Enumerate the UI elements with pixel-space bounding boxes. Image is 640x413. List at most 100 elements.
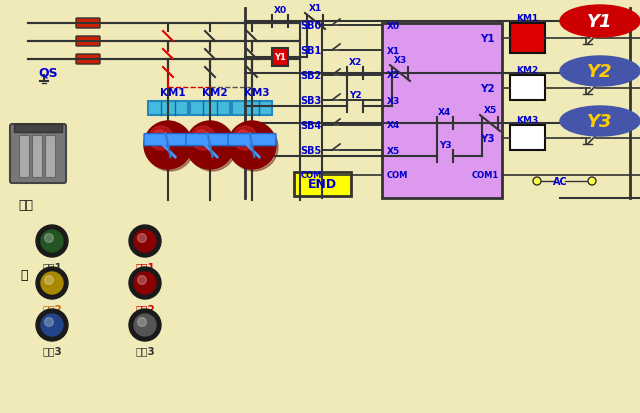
Text: Y2: Y2 <box>349 91 362 100</box>
Text: Y1: Y1 <box>588 13 612 31</box>
Text: FR1: FR1 <box>584 24 604 33</box>
Circle shape <box>36 225 68 257</box>
Circle shape <box>45 234 53 243</box>
Circle shape <box>188 124 236 171</box>
Text: SB3: SB3 <box>301 96 322 106</box>
Text: 🔥: 🔥 <box>20 268 28 281</box>
Text: 停止1: 停止1 <box>135 261 155 271</box>
Text: KM3: KM3 <box>516 116 539 125</box>
FancyBboxPatch shape <box>186 134 234 146</box>
FancyBboxPatch shape <box>76 55 100 65</box>
Text: X0: X0 <box>387 21 400 31</box>
Text: X3: X3 <box>394 56 406 65</box>
Text: X0: X0 <box>273 6 287 15</box>
FancyBboxPatch shape <box>76 37 100 47</box>
FancyBboxPatch shape <box>382 24 502 199</box>
Ellipse shape <box>560 57 640 87</box>
Text: 启动2: 启动2 <box>42 303 62 313</box>
Circle shape <box>228 122 276 170</box>
Text: KM2: KM2 <box>202 88 228 98</box>
Circle shape <box>233 127 257 151</box>
Circle shape <box>230 124 278 171</box>
Circle shape <box>134 272 156 294</box>
Text: Y3: Y3 <box>588 113 612 131</box>
Text: X2: X2 <box>348 58 362 67</box>
Circle shape <box>41 230 63 252</box>
FancyBboxPatch shape <box>10 125 66 183</box>
Circle shape <box>41 272 63 294</box>
Circle shape <box>153 131 165 142</box>
Circle shape <box>45 276 53 285</box>
Text: KM3: KM3 <box>244 88 269 98</box>
Circle shape <box>36 309 68 341</box>
Text: FR2: FR2 <box>584 74 604 82</box>
Text: 启动3: 启动3 <box>42 345 62 355</box>
Text: KM1: KM1 <box>516 14 539 22</box>
Circle shape <box>588 178 596 185</box>
FancyBboxPatch shape <box>148 102 188 116</box>
Text: SB0: SB0 <box>301 21 322 31</box>
Text: X1: X1 <box>308 4 322 13</box>
Text: SB5: SB5 <box>301 146 322 156</box>
Circle shape <box>144 122 192 170</box>
Text: 停止2: 停止2 <box>135 303 155 313</box>
Circle shape <box>129 309 161 341</box>
Text: 启动1: 启动1 <box>42 261 62 271</box>
FancyBboxPatch shape <box>510 76 545 101</box>
Text: 停止3: 停止3 <box>135 345 155 355</box>
FancyBboxPatch shape <box>190 102 230 116</box>
Circle shape <box>533 178 541 185</box>
FancyBboxPatch shape <box>228 134 276 146</box>
Circle shape <box>191 127 215 151</box>
Text: X5: X5 <box>483 106 497 115</box>
Circle shape <box>134 314 156 336</box>
Text: X2: X2 <box>387 71 400 80</box>
FancyBboxPatch shape <box>14 125 62 133</box>
Text: COM: COM <box>301 171 322 180</box>
FancyBboxPatch shape <box>510 24 545 53</box>
Ellipse shape <box>560 6 640 38</box>
Circle shape <box>138 234 147 243</box>
Text: X3: X3 <box>387 96 400 105</box>
Circle shape <box>45 318 53 327</box>
FancyBboxPatch shape <box>232 102 272 116</box>
Text: QS: QS <box>38 66 58 79</box>
Text: Y2: Y2 <box>588 63 612 81</box>
Text: X5: X5 <box>387 146 400 155</box>
FancyBboxPatch shape <box>510 126 545 151</box>
Circle shape <box>138 318 147 327</box>
Text: X4: X4 <box>387 121 401 130</box>
Circle shape <box>36 267 68 299</box>
Text: Y3: Y3 <box>438 141 451 150</box>
Text: Y1: Y1 <box>480 33 495 43</box>
FancyBboxPatch shape <box>144 134 192 146</box>
Text: X1: X1 <box>387 46 400 55</box>
FancyBboxPatch shape <box>294 173 351 197</box>
Text: AC: AC <box>552 177 568 187</box>
Text: 电源: 电源 <box>18 199 33 211</box>
Text: Y2: Y2 <box>480 83 495 93</box>
Text: COM1: COM1 <box>472 171 499 180</box>
Circle shape <box>129 225 161 257</box>
Text: Y1: Y1 <box>274 53 286 62</box>
Text: COM: COM <box>387 171 408 180</box>
Circle shape <box>195 131 207 142</box>
Text: SB1: SB1 <box>301 46 322 56</box>
FancyBboxPatch shape <box>19 136 29 178</box>
FancyBboxPatch shape <box>76 19 100 29</box>
Text: SB4: SB4 <box>301 121 322 131</box>
Circle shape <box>41 314 63 336</box>
Circle shape <box>134 230 156 252</box>
Text: KM2: KM2 <box>516 66 539 75</box>
Circle shape <box>146 124 194 171</box>
Circle shape <box>149 127 173 151</box>
Ellipse shape <box>560 107 640 137</box>
Text: X4: X4 <box>438 108 452 117</box>
Text: FR3: FR3 <box>584 123 604 132</box>
Circle shape <box>138 276 147 285</box>
FancyBboxPatch shape <box>45 136 55 178</box>
Text: KM1: KM1 <box>160 88 186 98</box>
Text: Y3: Y3 <box>480 133 495 143</box>
FancyBboxPatch shape <box>272 49 288 67</box>
Text: SB2: SB2 <box>301 71 322 81</box>
